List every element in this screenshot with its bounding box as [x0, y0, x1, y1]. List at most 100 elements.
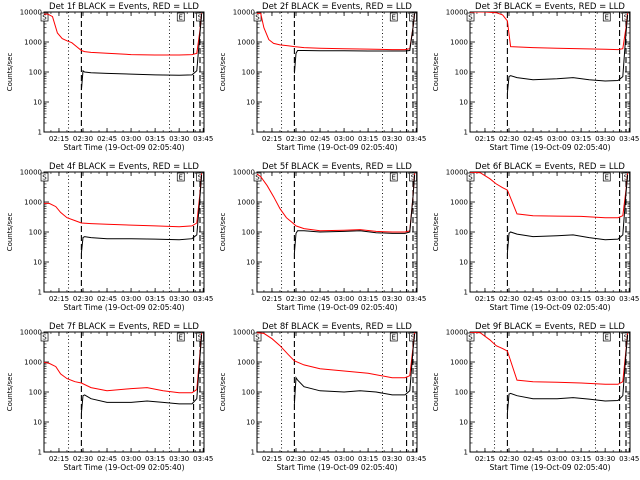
- y-tick-label: 1: [251, 129, 255, 137]
- panel-plot-2: Det 2f BLACK = Events, RED = LLD 1 10 100 10…: [219, 2, 426, 152]
- series-line-lld: [257, 173, 416, 233]
- x-tick-label: 02:45: [523, 135, 543, 143]
- detector-panel-1: Det 1f BLACK = Events, RED = LLD 1 10 100 10…: [0, 0, 213, 160]
- interval-marker-label: S: [411, 334, 416, 342]
- series-line-events: [506, 334, 629, 414]
- x-axis-label: Start Time (19-Oct-09 02:05:40): [276, 143, 397, 152]
- x-tick-label: 02:45: [97, 135, 117, 143]
- y-tick-label: 100: [455, 69, 468, 77]
- panel-plot-6: Det 6f BLACK = Events, RED = LLD 1 10 100 10…: [432, 162, 639, 312]
- plot-frame: [43, 331, 205, 453]
- series-line-events: [293, 334, 416, 404]
- interval-marker-box: [409, 172, 417, 182]
- y-tick-label: 1000: [24, 359, 42, 367]
- interval-marker-label: S: [198, 334, 203, 342]
- x-tick-label: 02:15: [475, 135, 495, 143]
- interval-marker-box: [40, 332, 49, 342]
- x-tick-label: 02:15: [475, 295, 495, 303]
- y-tick-label: 1000: [450, 199, 468, 207]
- interval-marker-box: [622, 172, 630, 182]
- interval-marker-box: [602, 172, 611, 182]
- x-tick-label: 03:45: [619, 455, 639, 463]
- x-tick-label: 03:45: [406, 295, 426, 303]
- interval-marker-box: [176, 12, 185, 22]
- x-tick-label: 02:30: [286, 135, 306, 143]
- x-tick-label: 03:15: [571, 455, 591, 463]
- x-tick-label: 02:15: [49, 295, 69, 303]
- interval-marker-label: S: [624, 334, 629, 342]
- y-tick-label: 1000: [237, 199, 255, 207]
- plot-frame: [256, 11, 418, 133]
- series-line-events: [80, 334, 203, 414]
- interval-marker-box: [622, 332, 630, 342]
- panel-title: Det 7f BLACK = Events, RED = LLD: [49, 322, 199, 332]
- y-tick-label: 10: [459, 259, 468, 267]
- x-tick-label: 02:15: [262, 455, 282, 463]
- x-tick-label: 02:45: [97, 295, 117, 303]
- x-tick-label: 02:15: [475, 455, 495, 463]
- detector-panel-4: Det 4f BLACK = Events, RED = LLD 1 10 100 10…: [0, 160, 213, 320]
- y-tick-label: 100: [29, 389, 42, 397]
- x-tick-label: 02:45: [523, 295, 543, 303]
- interval-marker-label: S: [411, 174, 416, 182]
- y-tick-label: 10: [246, 99, 255, 107]
- series-line-lld: [257, 12, 416, 51]
- detector-panel-6: Det 6f BLACK = Events, RED = LLD 1 10 100 10…: [426, 160, 639, 320]
- interval-marker-box: [40, 172, 49, 182]
- interval-marker-label: S: [255, 174, 260, 182]
- x-axis-label: Start Time (19-Oct-09 02:05:40): [276, 463, 397, 472]
- panel-plot-5: Det 5f BLACK = Events, RED = LLD 1 10 100 10…: [219, 162, 426, 312]
- x-tick-label: 03:00: [547, 295, 567, 303]
- y-tick-label: 10000: [20, 329, 42, 337]
- y-tick-label: 10000: [233, 169, 255, 177]
- x-tick-label: 03:45: [619, 295, 639, 303]
- interval-marker-label: S: [468, 14, 473, 22]
- interval-marker-label: S: [468, 334, 473, 342]
- x-tick-label: 03:00: [121, 295, 141, 303]
- panel-title: Det 3f BLACK = Events, RED = LLD: [475, 2, 625, 12]
- y-tick-label: 1000: [450, 359, 468, 367]
- interval-marker-box: [602, 12, 611, 22]
- x-tick-label: 02:45: [523, 455, 543, 463]
- y-axis-label: Counts/sec: [6, 213, 14, 252]
- interval-marker-label: E: [392, 14, 396, 22]
- detector-panel-2: Det 2f BLACK = Events, RED = LLD 1 10 100 10…: [213, 0, 426, 160]
- y-tick-label: 1: [251, 449, 255, 457]
- plot-frame: [469, 331, 631, 453]
- detector-panel-8: Det 8f BLACK = Events, RED = LLD 1 10 100 10…: [213, 320, 426, 480]
- interval-marker-label: S: [42, 14, 47, 22]
- panel-title: Det 6f BLACK = Events, RED = LLD: [475, 162, 625, 172]
- interval-marker-label: S: [468, 174, 473, 182]
- interval-marker-box: [196, 172, 204, 182]
- detector-panel-3: Det 3f BLACK = Events, RED = LLD 1 10 100 10…: [426, 0, 639, 160]
- plot-frame: [43, 171, 205, 293]
- y-tick-label: 100: [455, 229, 468, 237]
- y-tick-label: 10000: [446, 329, 468, 337]
- interval-marker-label: E: [179, 334, 183, 342]
- x-tick-label: 03:30: [169, 455, 189, 463]
- y-tick-label: 1: [38, 289, 42, 297]
- x-tick-label: 03:00: [334, 295, 354, 303]
- x-tick-label: 03:00: [121, 135, 141, 143]
- y-axis-label: Counts/sec: [219, 213, 227, 252]
- interval-marker-box: [466, 332, 475, 342]
- y-axis-label: Counts/sec: [432, 53, 440, 92]
- detector-panel-9: Det 9f BLACK = Events, RED = LLD 1 10 100 10…: [426, 320, 639, 480]
- x-tick-label: 03:45: [193, 135, 213, 143]
- x-tick-label: 03:15: [145, 135, 165, 143]
- panel-plot-8: Det 8f BLACK = Events, RED = LLD 1 10 100 10…: [219, 322, 426, 472]
- interval-marker-box: [409, 332, 417, 342]
- y-tick-label: 1: [464, 129, 468, 137]
- y-tick-label: 10000: [20, 9, 42, 17]
- detector-panel-7: Det 7f BLACK = Events, RED = LLD 1 10 100 10…: [0, 320, 213, 480]
- y-tick-label: 10000: [233, 329, 255, 337]
- series-line-lld: [470, 12, 629, 51]
- interval-marker-label: S: [411, 14, 416, 22]
- interval-marker-box: [389, 172, 398, 182]
- interval-marker-label: E: [392, 334, 396, 342]
- x-tick-label: 03:15: [358, 295, 378, 303]
- series-line-lld: [257, 332, 416, 379]
- interval-marker-label: S: [255, 14, 260, 22]
- x-tick-label: 03:15: [571, 135, 591, 143]
- y-tick-label: 10: [459, 419, 468, 427]
